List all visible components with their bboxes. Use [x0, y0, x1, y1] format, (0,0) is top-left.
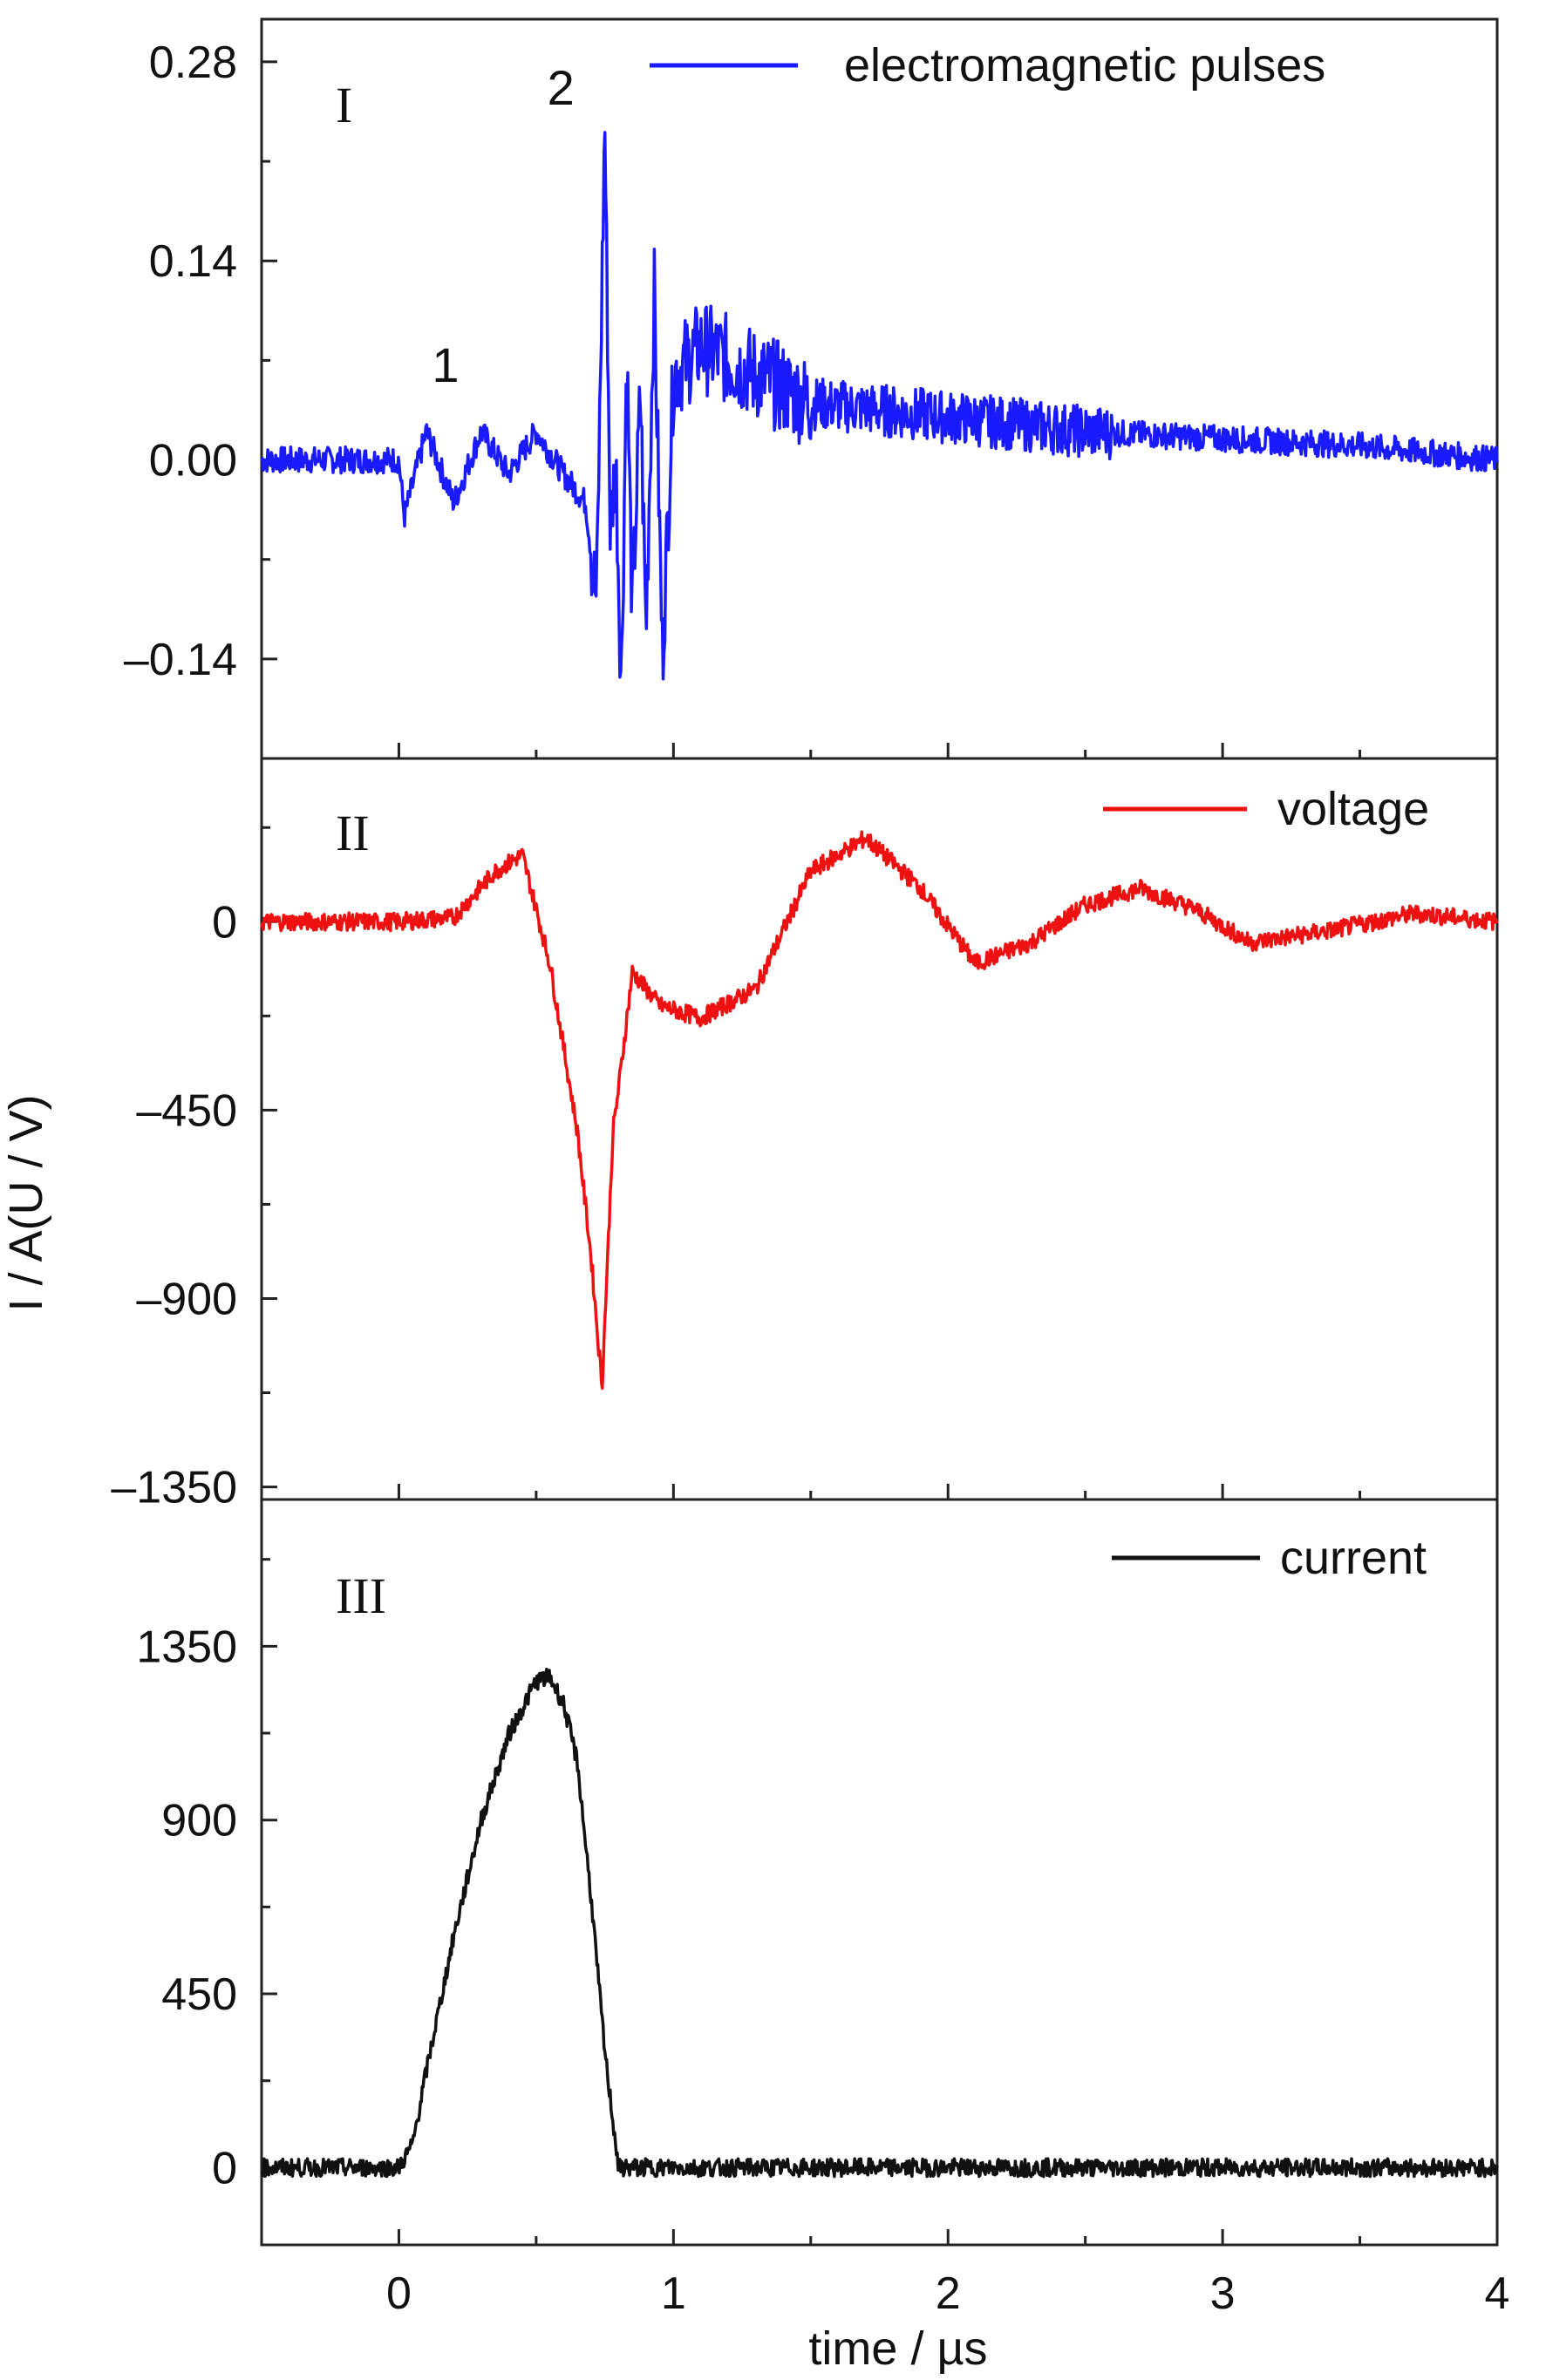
series-line-current: [260, 1667, 1499, 2179]
x-tick-label: 4: [1485, 2268, 1510, 2319]
x-axis-title: time / µs: [808, 2322, 987, 2375]
panel-label: I: [336, 77, 352, 133]
x-tick-label: 1: [661, 2268, 686, 2319]
panel-frame-2: [260, 757, 1499, 1501]
series-line-voltage: [260, 830, 1499, 1391]
y-tick-label: 900: [161, 1796, 237, 1846]
y-tick-label: –900: [136, 1274, 237, 1324]
panel-frame-3: [260, 1498, 1499, 2247]
legend-entry: electromagnetic pulses: [844, 39, 1325, 92]
y-tick-label: 0.14: [149, 236, 237, 287]
x-tick-label: 3: [1210, 2268, 1236, 2319]
y-tick-label: –450: [136, 1085, 237, 1136]
y-axis-title: I / A(U / V): [0, 1094, 52, 1311]
y-tick-label: 0: [212, 897, 237, 948]
y-tick-label: 1350: [136, 1622, 237, 1672]
y-tick-label: –0.14: [124, 635, 237, 685]
annotation-label: 2: [548, 60, 575, 115]
annotation-label: 1: [432, 337, 459, 392]
panel-label: III: [336, 1567, 386, 1624]
x-tick-label: 0: [386, 2268, 412, 2319]
y-tick-label: 0.00: [149, 436, 237, 486]
x-tick-label: 2: [936, 2268, 961, 2319]
panel-label: II: [336, 805, 370, 861]
series-line-electromagnetic-pulses: [260, 131, 1499, 681]
y-tick-label: 450: [161, 1969, 237, 2020]
y-tick-label: 0: [212, 2143, 237, 2193]
y-tick-label: –1350: [111, 1463, 237, 1513]
legend-entry: current: [1280, 1532, 1427, 1584]
y-tick-label: 0.28: [149, 37, 237, 88]
legend-entry: voltage: [1277, 783, 1429, 835]
